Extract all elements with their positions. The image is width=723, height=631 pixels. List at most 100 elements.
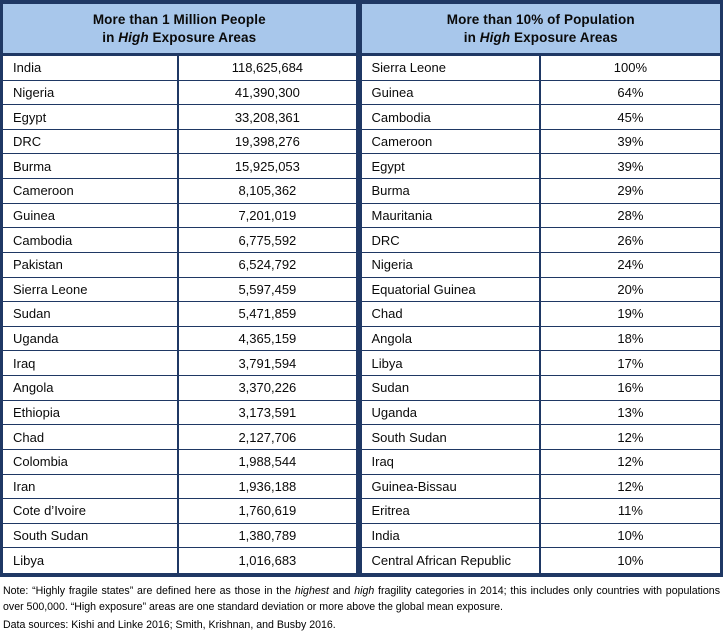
country-cell: Burma bbox=[3, 154, 180, 179]
table-row: Chad 19% bbox=[361, 302, 720, 327]
country-cell: Sierra Leone bbox=[3, 277, 180, 302]
value-cell: 15,925,053 bbox=[234, 158, 300, 174]
country-cell: Iraq bbox=[3, 351, 180, 376]
table-row: Libya 17% bbox=[361, 351, 720, 377]
data-sources-note: Data sources: Kishi and Linke 2016; Smit… bbox=[3, 619, 336, 631]
value-cell: 3,791,594 bbox=[238, 355, 297, 371]
country-cell: India bbox=[362, 523, 541, 548]
table-row: Equatorial Guinea 20% bbox=[361, 277, 720, 303]
table-row: India 10% bbox=[361, 523, 720, 549]
value-cell: 28% bbox=[617, 208, 644, 224]
table-row: DRC 26% bbox=[361, 228, 720, 253]
value-cell: 11% bbox=[617, 503, 643, 519]
value-cell: 10% bbox=[617, 528, 644, 544]
value-cell: 17% bbox=[617, 355, 644, 371]
country-cell: Colombia bbox=[3, 449, 180, 474]
text-segment: and bbox=[328, 585, 355, 597]
left-table-million-people: More than 1 Million People in High Expos… bbox=[3, 4, 362, 573]
right-table-header-line1: More than 10% of Population bbox=[446, 11, 635, 27]
table-row: DRC 19,398,276 bbox=[3, 129, 356, 155]
table-row: South Sudan 12% bbox=[361, 425, 720, 450]
value-cell: 4,365,159 bbox=[238, 331, 297, 347]
country-cell: Guinea-Bissau bbox=[362, 474, 541, 499]
value-cell: 20% bbox=[617, 281, 644, 297]
country-cell: Libya bbox=[362, 351, 541, 376]
country-cell: Uganda bbox=[362, 400, 541, 425]
table-row: Sierra Leone 5,597,459 bbox=[3, 277, 356, 303]
table-row: South Sudan 1,380,789 bbox=[3, 523, 356, 549]
value-cell: 19,398,276 bbox=[234, 134, 300, 150]
country-cell: Guinea bbox=[362, 80, 541, 105]
text-segment: fragility categories in 2014; this inclu… bbox=[3, 585, 720, 613]
table-row: India 118,625,684 bbox=[3, 56, 356, 81]
table-row: Libya 1,016,683 bbox=[3, 548, 356, 573]
value-cell: 8,105,362 bbox=[238, 183, 297, 199]
table-row: Sudan 5,471,859 bbox=[3, 302, 356, 327]
text-segment: in bbox=[102, 29, 119, 45]
country-cell: Equatorial Guinea bbox=[362, 277, 541, 302]
table-row: Mauritania 28% bbox=[361, 203, 720, 229]
value-cell: 39% bbox=[617, 158, 644, 174]
table-row: Cambodia 45% bbox=[361, 105, 720, 130]
country-cell: Sierra Leone bbox=[362, 56, 541, 80]
country-cell: Pakistan bbox=[3, 252, 180, 277]
table-row: Chad 2,127,706 bbox=[3, 425, 356, 450]
table-row: Uganda 4,365,159 bbox=[3, 326, 356, 352]
value-cell: 1,936,188 bbox=[238, 478, 297, 494]
value-cell: 6,524,792 bbox=[238, 257, 297, 273]
country-cell: Cote d’Ivoire bbox=[3, 499, 180, 523]
table-row: Ethiopia 3,173,591 bbox=[3, 400, 356, 426]
value-cell: 24% bbox=[617, 257, 644, 273]
country-cell: Sudan bbox=[362, 376, 541, 400]
country-cell: Egypt bbox=[3, 105, 180, 129]
text-segment: highest bbox=[294, 585, 329, 597]
country-cell: Angola bbox=[362, 326, 541, 351]
value-cell: 1,760,619 bbox=[238, 503, 297, 519]
right-table-percent-population: More than 10% of Population in High Expo… bbox=[361, 4, 720, 573]
table-row: Pakistan 6,524,792 bbox=[3, 252, 356, 278]
text-segment: Note: “Highly fragile states” are define… bbox=[3, 585, 295, 597]
country-cell: Mauritania bbox=[362, 203, 541, 228]
table-notes: Note: “Highly fragile states” are define… bbox=[0, 577, 723, 631]
country-cell: Chad bbox=[3, 425, 180, 449]
country-cell: South Sudan bbox=[3, 523, 180, 548]
value-cell: 118,625,684 bbox=[231, 60, 304, 76]
country-cell: Egypt bbox=[362, 154, 541, 179]
table-row: Cambodia 6,775,592 bbox=[3, 228, 356, 253]
value-cell: 19% bbox=[617, 306, 644, 322]
table-row: Nigeria 24% bbox=[361, 252, 720, 278]
value-cell: 1,380,789 bbox=[238, 528, 297, 544]
country-cell: India bbox=[3, 56, 180, 80]
table-row: Burma 15,925,053 bbox=[3, 154, 356, 180]
country-cell: Burma bbox=[362, 179, 541, 203]
table-row: Angola 3,370,226 bbox=[3, 376, 356, 401]
country-cell: Eritrea bbox=[362, 499, 541, 523]
value-cell: 5,471,859 bbox=[238, 306, 297, 322]
table-row: Iraq 3,791,594 bbox=[3, 351, 356, 377]
text-segment: High bbox=[118, 29, 149, 45]
value-cell: 26% bbox=[617, 232, 644, 248]
value-cell: 33,208,361 bbox=[234, 109, 300, 125]
value-cell: 29% bbox=[617, 183, 644, 199]
table-row: Iran 1,936,188 bbox=[3, 474, 356, 500]
value-cell: 39% bbox=[617, 134, 644, 150]
left-table-header: More than 1 Million People in High Expos… bbox=[3, 4, 356, 56]
table-row: Sierra Leone 100% bbox=[361, 56, 720, 81]
text-segment: in bbox=[463, 29, 480, 45]
table-row: Eritrea 11% bbox=[361, 499, 720, 524]
left-table-header-line1: More than 1 Million People bbox=[92, 11, 266, 27]
value-cell: 100% bbox=[613, 60, 647, 76]
country-cell: DRC bbox=[362, 228, 541, 252]
value-cell: 7,201,019 bbox=[238, 208, 297, 224]
value-cell: 18% bbox=[617, 331, 644, 347]
value-cell: 12% bbox=[617, 454, 644, 470]
value-cell: 1,016,683 bbox=[238, 553, 297, 569]
country-cell: Cambodia bbox=[362, 105, 541, 129]
value-cell: 13% bbox=[617, 404, 644, 420]
value-cell: 64% bbox=[617, 84, 644, 100]
table-row: Sudan 16% bbox=[361, 376, 720, 401]
value-cell: 3,370,226 bbox=[238, 380, 297, 396]
table-row: Colombia 1,988,544 bbox=[3, 449, 356, 475]
right-table-header-line2: in High Exposure Areas bbox=[464, 29, 618, 47]
right-table-body: Sierra Leone 100% Guinea 64% Cambodia 45% Came… bbox=[361, 56, 720, 573]
